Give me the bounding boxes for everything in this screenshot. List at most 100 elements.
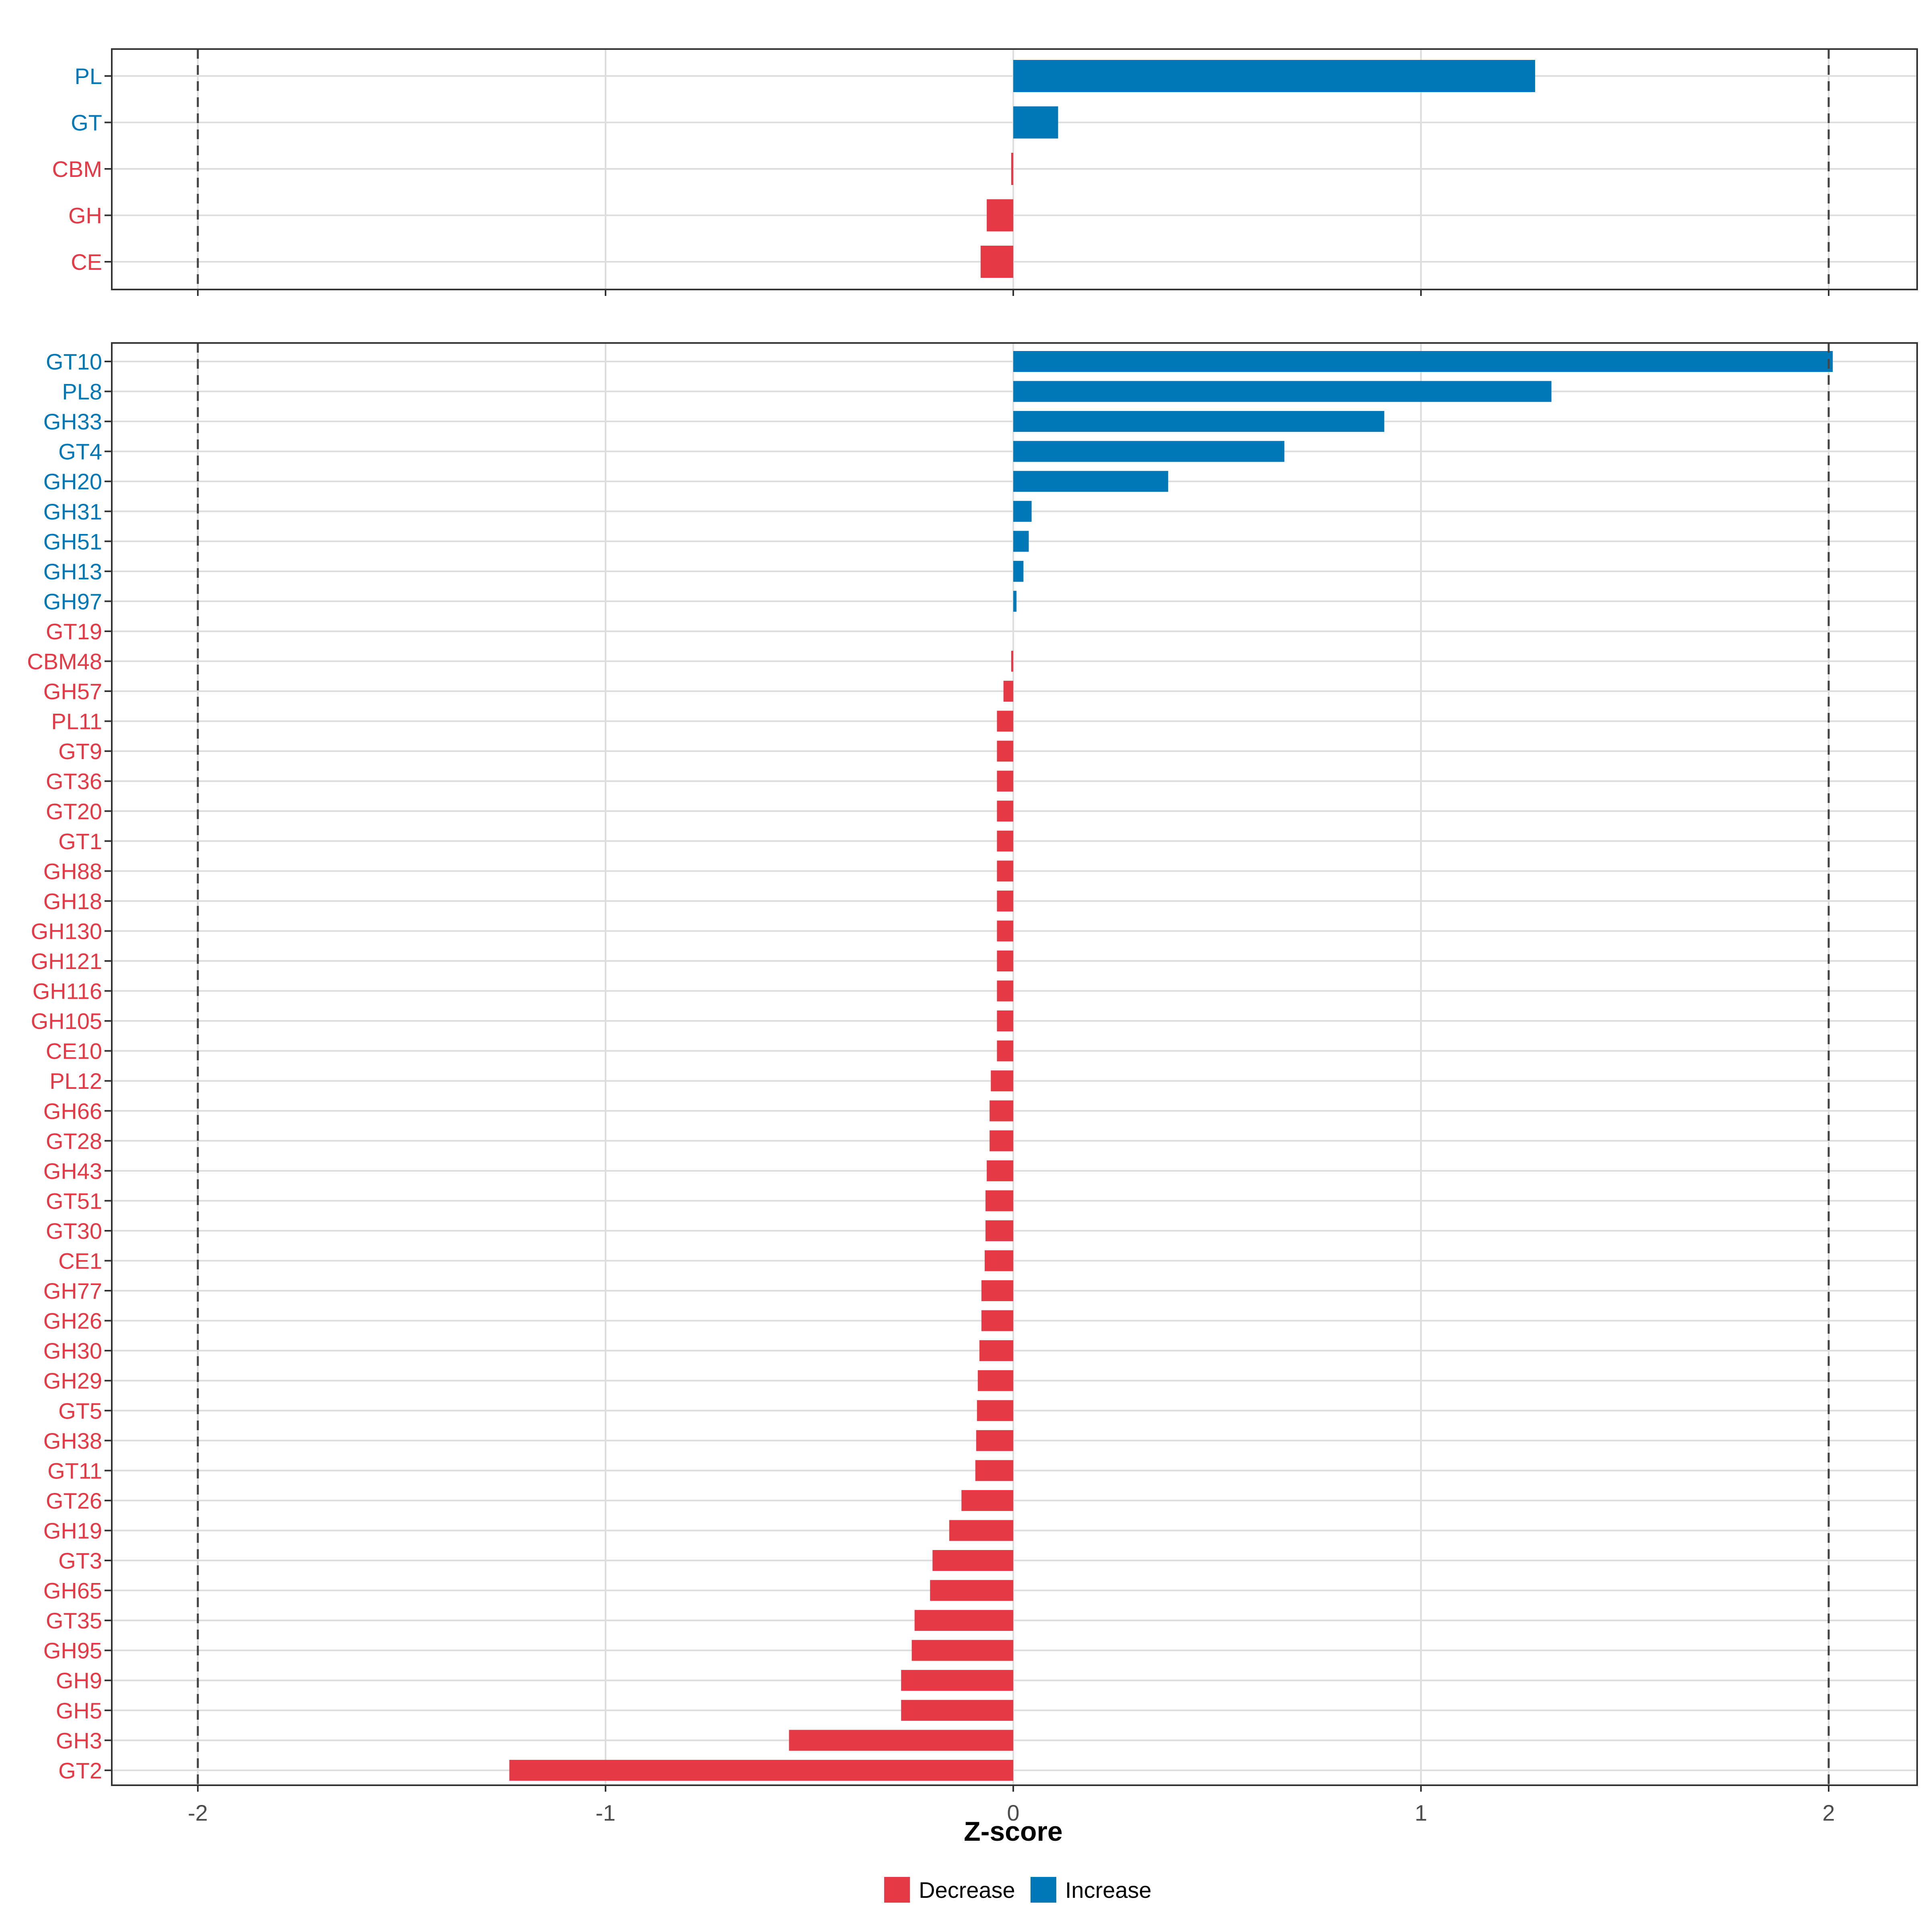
bottom-panel-bar (986, 1190, 1013, 1211)
bottom-panel-bar (987, 1160, 1013, 1181)
bottom-panel-bar (990, 1100, 1013, 1121)
bottom-panel-category-label: GH26 (43, 1308, 102, 1334)
bottom-panel-bar (986, 1220, 1013, 1241)
bottom-panel-background (112, 343, 1917, 1785)
bottom-panel-bar (914, 1610, 1013, 1631)
top-panel-category-label: PL (75, 64, 103, 89)
bottom-panel-category-label: GT5 (58, 1398, 102, 1423)
bottom-panel-bar (981, 1310, 1013, 1331)
bottom-panel-category-label: GH51 (43, 529, 102, 554)
bottom-panel-bar (949, 1520, 1013, 1541)
top-panel-bar (1013, 106, 1058, 139)
bottom-panel-bar (997, 770, 1013, 792)
bottom-panel-category-label: GT36 (46, 769, 102, 794)
bottom-panel-bar (990, 1130, 1013, 1152)
bottom-panel-category-label: PL11 (51, 709, 102, 734)
bottom-panel-category-label: GH116 (33, 979, 102, 1004)
bottom-panel-category-label: GH130 (31, 918, 102, 944)
bottom-panel-bar (901, 1670, 1013, 1691)
bottom-panel-bar (981, 1280, 1013, 1302)
bottom-panel: GT10 PL8 GH33 GT4 GH20 GH31 GH51 GH13 GH97 GT19 CB… (27, 342, 1918, 1792)
legend-swatch-decrease (884, 1877, 910, 1903)
bottom-panel-bar (997, 710, 1013, 732)
bottom-panel-bar (997, 741, 1013, 762)
bottom-panel-category-label: GH33 (43, 409, 102, 434)
bottom-panel-category-label: GH38 (43, 1428, 102, 1454)
bottom-panel-category-label: GT11 (47, 1458, 102, 1483)
top-panel-bar (1013, 60, 1535, 92)
bottom-panel-bar (1013, 501, 1032, 522)
bottom-panel-bar (997, 1040, 1013, 1061)
bottom-panel-bar (932, 1550, 1013, 1571)
x-tick-label: 1 (1415, 1800, 1427, 1825)
bottom-panel-bar (912, 1640, 1013, 1661)
bottom-panel-category-label: GH65 (43, 1578, 102, 1603)
bottom-panel-bar (961, 1490, 1013, 1511)
bottom-panel-bar (1003, 681, 1013, 702)
bottom-panel-category-label: GH95 (43, 1638, 102, 1663)
bottom-panel-category-label: GT1 (58, 829, 102, 854)
bottom-panel-category-label: CE1 (58, 1248, 102, 1274)
bottom-panel-category-label: GH57 (43, 679, 102, 704)
bottom-panel-bar (1013, 411, 1384, 432)
top-panel-category-label: GH (68, 203, 102, 228)
bottom-panel-category-label: GH105 (31, 1008, 102, 1034)
bottom-panel-bar (975, 1460, 1013, 1481)
bottom-panel-category-label: GH3 (56, 1728, 102, 1753)
legend: Decrease Increase (884, 1877, 1152, 1903)
top-panel: PL GT CBM GH CE (52, 48, 1918, 296)
bottom-panel-category-label: GH88 (43, 858, 102, 884)
bottom-panel-category-label: GH29 (43, 1368, 102, 1394)
bottom-panel-bar (976, 1430, 1013, 1451)
bottom-panel-bar (509, 1760, 1013, 1781)
x-tick-label: 0 (1007, 1800, 1019, 1825)
legend-label-decrease: Decrease (919, 1877, 1015, 1903)
bottom-panel-bar (1013, 351, 1833, 372)
bottom-panel-bar (997, 951, 1013, 971)
bottom-panel-bar (930, 1580, 1013, 1601)
bottom-panel-bar (997, 830, 1013, 852)
bottom-panel-bar (979, 1340, 1013, 1361)
bottom-panel-category-label: GT2 (58, 1758, 102, 1783)
top-panel-category-label: CE (71, 249, 102, 275)
bottom-panel-category-label: CE10 (46, 1039, 102, 1064)
bottom-panel-bar (1013, 591, 1017, 612)
bottom-panel-category-label: GT30 (46, 1218, 102, 1244)
bottom-panel-bar (901, 1700, 1013, 1721)
x-tick-label: -2 (188, 1800, 208, 1825)
bottom-panel-category-label: GT10 (46, 349, 102, 374)
bottom-panel-bar (1013, 531, 1029, 552)
bottom-panel-category-label: GH97 (43, 589, 102, 614)
top-panel-bar (987, 199, 1013, 232)
bottom-panel-category-label: GH77 (43, 1278, 102, 1304)
bottom-panel-bar (997, 801, 1013, 822)
bottom-panel-category-label: GT19 (46, 619, 102, 644)
x-tick-label: -1 (595, 1800, 616, 1825)
bottom-panel-category-label: GH31 (43, 499, 102, 524)
bottom-panel-category-label: GH5 (56, 1698, 102, 1723)
bottom-panel-category-label: GT4 (58, 439, 102, 464)
bottom-panel-category-label: CBM48 (27, 649, 102, 674)
bottom-panel-category-label: GT26 (46, 1488, 102, 1513)
bottom-panel-category-label: GH20 (43, 469, 102, 494)
bottom-panel-category-label: GT20 (46, 799, 102, 824)
bottom-panel-category-label: GH30 (43, 1338, 102, 1363)
x-axis-title: Z-score (964, 1816, 1063, 1847)
bottom-panel-bar (997, 980, 1013, 1002)
bottom-panel-category-label: GT51 (46, 1188, 102, 1213)
bottom-panel-bar (1011, 651, 1013, 672)
bottom-panel-bar (985, 1250, 1013, 1271)
legend-label-increase: Increase (1065, 1877, 1152, 1903)
bottom-panel-category-label: GH66 (43, 1098, 102, 1124)
bottom-panel-bar (1013, 381, 1552, 402)
bottom-panel-bar (1013, 441, 1285, 462)
x-tick-label: 2 (1822, 1800, 1835, 1825)
legend-swatch-increase (1031, 1877, 1056, 1903)
bottom-panel-bar (1013, 471, 1168, 492)
bottom-panel-bar (1013, 561, 1024, 582)
bottom-panel-bar (991, 1070, 1013, 1092)
bottom-panel-bar (997, 890, 1013, 912)
bottom-panel-border (111, 342, 1918, 1786)
